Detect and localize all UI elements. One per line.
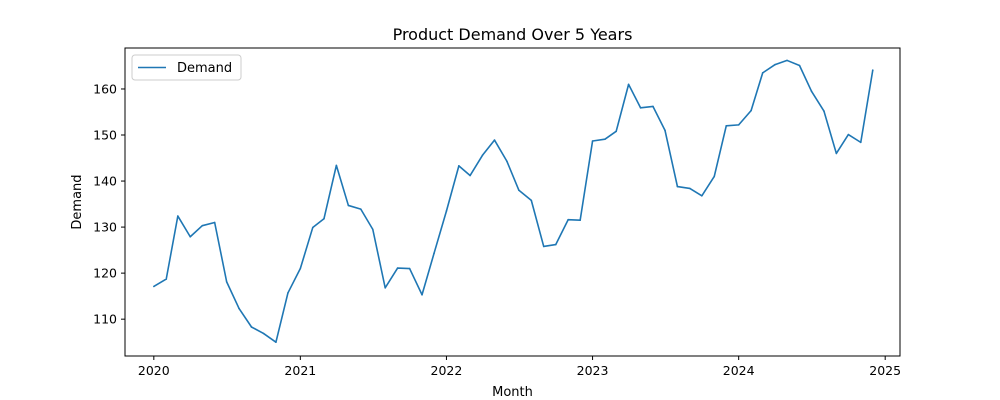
data-point: [445, 210, 448, 212]
data-point: [275, 341, 277, 343]
data-point: [810, 90, 813, 93]
data-point: [847, 133, 850, 136]
y-tick-label: 150: [93, 128, 117, 143]
y-tick-label: 110: [93, 312, 117, 327]
data-point: [859, 141, 862, 144]
x-tick-label: 2024: [723, 363, 755, 378]
x-tick-label: 2021: [284, 363, 316, 378]
data-point: [189, 235, 192, 238]
data-point: [408, 267, 411, 270]
data-point: [262, 332, 265, 335]
y-tick-label: 120: [93, 266, 117, 281]
data-point: [579, 219, 581, 221]
data-point: [664, 129, 666, 132]
data-point: [469, 174, 471, 177]
plot-frame: [124, 47, 901, 357]
data-point: [153, 285, 155, 288]
data-point: [737, 124, 740, 126]
data-point: [676, 185, 679, 188]
data-point: [458, 165, 460, 167]
data-point: [542, 245, 545, 248]
data-point: [299, 267, 302, 270]
data-point: [225, 281, 228, 283]
data-point: [177, 215, 179, 217]
data-point: [493, 139, 496, 141]
data-point: [639, 107, 642, 109]
data-point: [591, 140, 594, 142]
data-point: [689, 187, 691, 190]
data-point: [165, 278, 168, 280]
data-point: [201, 224, 204, 227]
chart-title: Product Demand Over 5 Years: [393, 25, 633, 44]
data-point: [396, 267, 399, 269]
data-point: [530, 199, 533, 202]
data-point: [615, 130, 617, 133]
data-point: [359, 208, 362, 210]
data-point: [371, 228, 374, 231]
data-point: [287, 292, 289, 294]
data-point: [213, 221, 216, 224]
data-point: [786, 59, 788, 62]
legend-label-demand: Demand: [177, 61, 232, 76]
data-point: [347, 204, 350, 207]
data-point: [871, 69, 874, 71]
data-point: [798, 64, 801, 67]
data-point: [835, 152, 838, 155]
data-point: [823, 110, 825, 112]
data-point: [335, 164, 338, 167]
data-point: [311, 226, 314, 229]
y-tick-label: 130: [93, 220, 117, 235]
data-point: [481, 154, 484, 157]
data-point: [250, 326, 253, 328]
data-point: [750, 109, 752, 112]
data-point: [421, 293, 423, 296]
data-point: [713, 175, 716, 178]
data-point: [761, 72, 764, 74]
data-point: [567, 218, 569, 221]
data-point: [518, 189, 520, 192]
data-point: [774, 63, 776, 66]
x-tick-label: 2025: [869, 363, 901, 378]
data-point: [652, 105, 654, 108]
legend: Demand: [131, 54, 242, 81]
data-point: [627, 83, 630, 86]
data-point: [554, 243, 557, 246]
x-tick-label: 2023: [577, 363, 609, 378]
y-axis: 110 120 130 140 150 160: [93, 81, 125, 327]
data-point: [725, 125, 728, 127]
x-tick-label: 2022: [431, 363, 463, 378]
data-point: [604, 138, 606, 140]
y-axis-label: Demand: [70, 174, 85, 229]
data-points: [153, 59, 874, 343]
data-point: [323, 218, 325, 220]
x-axis: 2020 2021 2022 2023 2024 2025: [138, 356, 901, 378]
data-point: [701, 194, 703, 197]
data-point: [433, 252, 435, 255]
y-tick-label: 160: [93, 81, 117, 96]
y-tick-label: 140: [93, 174, 117, 189]
x-axis-label: Month: [492, 385, 533, 400]
x-tick-label: 2020: [138, 363, 170, 378]
data-point: [384, 287, 387, 289]
series-line-demand: [153, 59, 874, 343]
data-point: [238, 307, 240, 310]
legend-box: [131, 54, 242, 81]
data-point: [506, 160, 508, 163]
